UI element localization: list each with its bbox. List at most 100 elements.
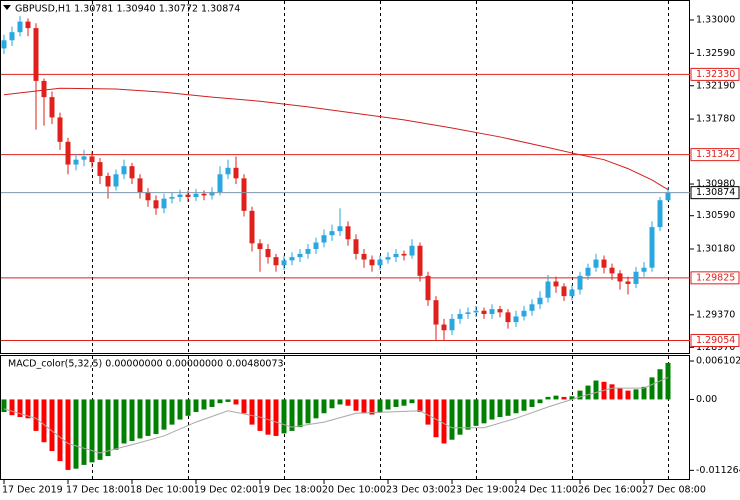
candle-body: [561, 286, 567, 297]
macd-bar: [649, 377, 655, 400]
candle-body: [313, 242, 319, 250]
candle-body: [481, 310, 487, 314]
macd-bar: [489, 399, 495, 420]
candle-body: [33, 28, 39, 81]
candle-body: [289, 257, 295, 261]
macd-bar: [89, 399, 95, 463]
candle-body: [465, 312, 471, 314]
macd-bar: [577, 390, 583, 400]
macd-bar: [585, 385, 591, 400]
macd-bar: [121, 399, 127, 444]
candle-body: [97, 162, 103, 176]
candle-body: [641, 267, 647, 272]
x-tick-label: 27 Dec 08:00: [642, 485, 706, 496]
x-tick-label: 20 Dec 10:00: [322, 485, 386, 496]
candle-body: [393, 253, 399, 258]
macd-bar: [209, 399, 215, 407]
candle-body: [241, 178, 247, 211]
level-label: 1.32330: [696, 69, 735, 80]
candle-body: [449, 318, 455, 331]
level-label: 1.29054: [696, 335, 735, 346]
candle-body: [113, 174, 119, 187]
candle-body: [601, 259, 607, 268]
candle-body: [321, 235, 327, 243]
candle-body: [105, 175, 111, 187]
macd-bar: [521, 399, 527, 411]
chart-title: GBPUSD,H1 1.30781 1.30940 1.30772 1.3087…: [15, 4, 240, 15]
candle-body: [25, 21, 31, 29]
macd-bar: [81, 399, 87, 465]
macd-bar: [345, 399, 351, 406]
macd-panel-frame: [0, 355, 690, 480]
candle-body: [537, 297, 543, 305]
macd-bar: [273, 399, 279, 436]
macd-bar: [281, 399, 287, 434]
candle-body: [609, 267, 615, 274]
macd-bar: [625, 390, 631, 400]
candle-body: [377, 259, 383, 266]
macd-bar: [465, 399, 471, 430]
candle-body: [185, 194, 191, 198]
macd-bar: [361, 399, 367, 414]
macd-bar: [17, 399, 23, 418]
candle-body: [249, 210, 255, 244]
candle-body: [89, 156, 95, 163]
candle-body: [505, 312, 511, 323]
macd-bar: [641, 386, 647, 400]
candle-body: [625, 281, 631, 284]
macd-bar: [289, 399, 295, 431]
y-tick-label: 1.33000: [696, 14, 735, 25]
candle-body: [153, 200, 159, 209]
macd-bar: [473, 399, 479, 426]
menu-triangle[interactable]: [3, 5, 11, 10]
macd-bar: [217, 399, 223, 404]
macd-bar: [513, 399, 519, 414]
candle-body: [329, 231, 335, 236]
candle-body: [73, 159, 79, 165]
macd-bar: [505, 399, 511, 416]
macd-bar: [329, 399, 335, 409]
macd-bar: [201, 399, 207, 410]
macd-bar: [377, 399, 383, 413]
macd-bar: [113, 399, 119, 450]
candle-body: [225, 167, 231, 175]
macd-bar: [545, 396, 551, 400]
y-tick-label: 1.30180: [696, 244, 735, 255]
candle-body: [65, 141, 71, 165]
macd-bar: [297, 399, 303, 428]
candle-body: [337, 226, 343, 232]
candle-body: [201, 193, 207, 196]
candle-body: [489, 309, 495, 314]
x-tick-label: 23 Dec 03:00: [386, 485, 450, 496]
candle-body: [593, 259, 599, 268]
candle-body: [521, 310, 527, 317]
macd-bar: [1, 399, 7, 413]
macd-bar: [137, 399, 143, 439]
macd-bar: [233, 399, 239, 405]
candle-body: [145, 192, 151, 201]
candle-body: [57, 117, 63, 142]
candle-body: [305, 249, 311, 254]
candle-body: [369, 259, 375, 266]
macd-title: MACD_color(5,32,5) 0.00000000 0.00000000…: [8, 359, 284, 370]
y-tick-label: 1.28970: [696, 342, 735, 353]
current-price-box: [690, 186, 740, 200]
macd-bar: [97, 399, 103, 460]
macd-bar: [657, 369, 663, 400]
level-label-box: [690, 271, 740, 285]
candle-body: [353, 239, 359, 254]
candle-body: [161, 198, 167, 209]
candle-body: [193, 193, 199, 198]
candle-body: [401, 253, 407, 256]
macd-bar: [665, 362, 671, 400]
level-label-box: [690, 333, 740, 347]
candle-body: [41, 80, 47, 98]
macd-bar: [369, 399, 375, 415]
candle-body: [569, 289, 575, 297]
candle-body: [49, 97, 55, 118]
macd-bar: [481, 399, 487, 424]
macd-bar: [425, 399, 431, 425]
level-label-box: [690, 67, 740, 81]
macd-bar: [49, 399, 55, 452]
candle-body: [585, 267, 591, 276]
